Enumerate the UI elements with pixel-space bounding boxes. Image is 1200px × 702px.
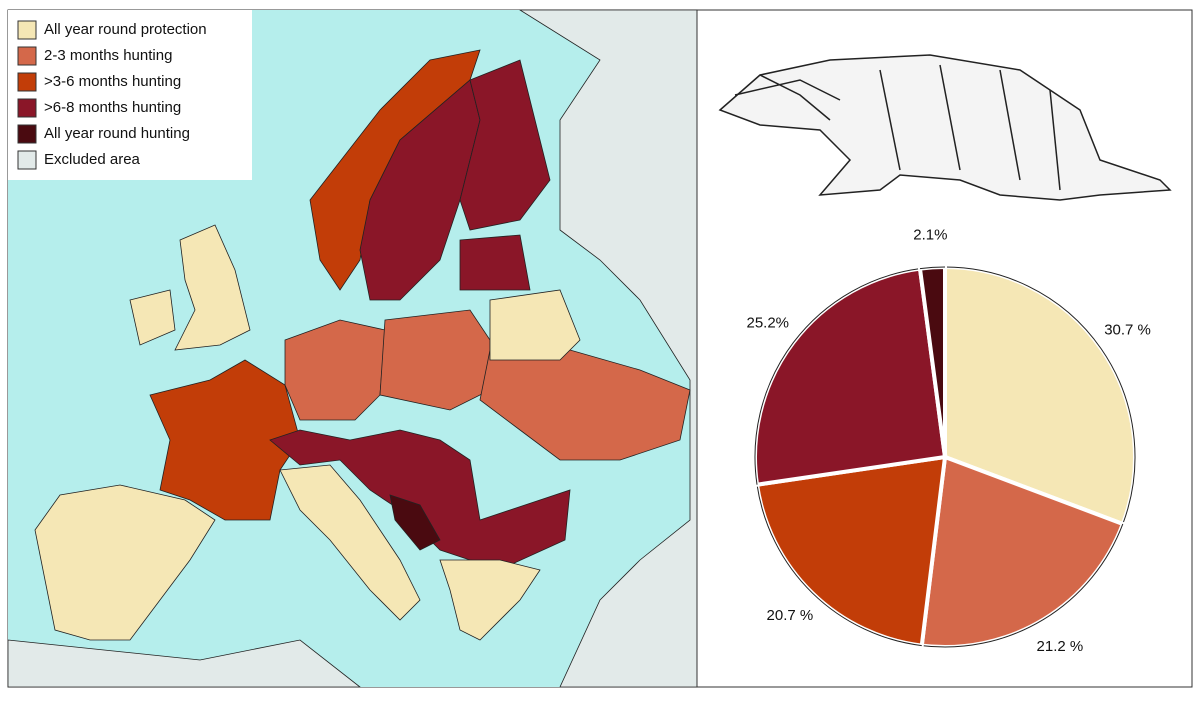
- poland: [379, 309, 491, 411]
- legend-label: >3-6 months hunting: [44, 73, 181, 90]
- pie-outline: [921, 523, 1124, 648]
- excluded-area: [7, 639, 362, 688]
- pie-outline: [944, 266, 1136, 525]
- greece: [439, 559, 541, 641]
- excluded-area: [518, 9, 698, 688]
- pie-outline: [754, 268, 921, 485]
- pie-value-label: 25.2%: [746, 314, 789, 331]
- france: [149, 359, 301, 521]
- legend: All year round protection 2-3 months hunt…: [8, 10, 252, 180]
- legend-label: All year round protection: [44, 21, 207, 38]
- legend-swatch: [17, 98, 37, 118]
- legend-swatch: [17, 72, 37, 92]
- pie-value-label: 21.2 %: [1037, 638, 1084, 655]
- badger-illustration: [718, 54, 1172, 201]
- central-balkans: [269, 429, 571, 566]
- pie-outline: [756, 484, 922, 647]
- belarus: [489, 289, 581, 361]
- great-britain: [174, 224, 251, 351]
- legend-label: >6-8 months hunting: [44, 99, 181, 116]
- legend-label: Excluded area: [44, 151, 141, 168]
- legend-label: All year round hunting: [44, 125, 190, 142]
- ukraine: [479, 349, 691, 461]
- pie-value-label: 20.7 %: [767, 607, 814, 624]
- finland: [459, 59, 551, 231]
- legend-swatch: [17, 46, 37, 66]
- sweden: [359, 79, 481, 301]
- pie-outline: [919, 266, 946, 270]
- pie-value-label: 30.7 %: [1104, 322, 1151, 339]
- ireland: [129, 289, 176, 346]
- pie-value-label: 2.1%: [913, 226, 947, 243]
- baltics: [459, 234, 531, 291]
- bosnia: [389, 494, 441, 551]
- iberia: [34, 484, 216, 641]
- legend-box: [8, 10, 252, 180]
- legend-swatch: [17, 150, 37, 170]
- germany: [284, 319, 386, 421]
- legend-swatch: [17, 124, 37, 144]
- legend-swatch: [17, 20, 37, 40]
- legend-label: 2-3 months hunting: [44, 47, 172, 64]
- pie-chart: 30.7 % 21.2 % 20.7 % 25.2% 2.1%: [746, 226, 1150, 654]
- italy: [279, 464, 421, 621]
